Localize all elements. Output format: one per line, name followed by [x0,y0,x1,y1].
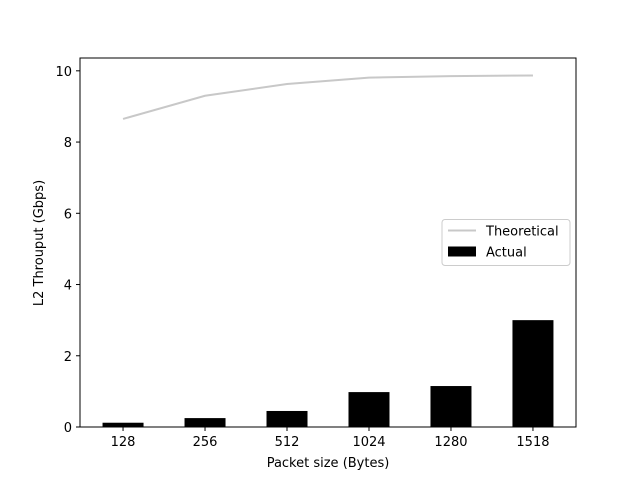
y-tick-label: 8 [64,136,72,151]
x-tick-label: 1518 [516,435,549,450]
legend: Theoretical Actual [441,219,571,266]
legend-label: Actual [486,246,527,261]
x-tick-label: 1280 [434,435,467,450]
bar [512,320,554,427]
bar [430,386,472,427]
x-tick-label: 128 [111,435,136,450]
x-axis-label: Packet size (Bytes) [267,456,390,471]
plot-frame [79,57,577,428]
x-tick-label: 512 [275,435,300,450]
bar [184,418,226,427]
y-tick-label: 4 [64,279,72,294]
x-tick-label: 1024 [352,435,385,450]
line [122,74,533,120]
bar [348,392,390,427]
y-tick-label: 2 [64,350,72,365]
x-tick-label: 256 [193,435,218,450]
y-axis-label: L2 Throuput (Gbps) [32,180,47,306]
legend-label: Theoretical [485,225,559,240]
legend-swatch [448,246,476,257]
bar [102,422,144,427]
y-tick-label: 0 [64,421,72,436]
bar [266,410,308,427]
y-tick-label: 10 [55,65,72,80]
y-tick-label: 6 [64,207,72,222]
